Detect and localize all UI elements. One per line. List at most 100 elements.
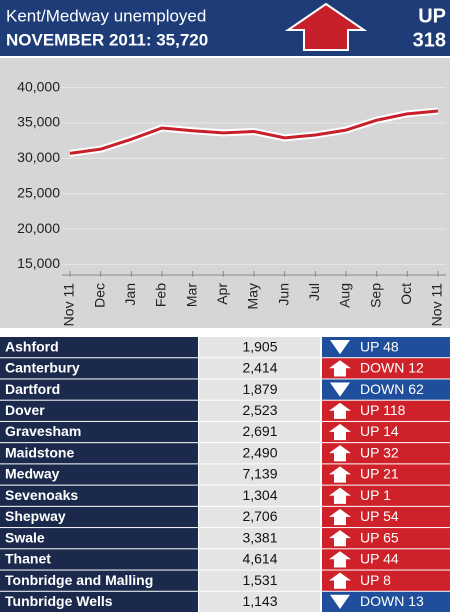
- header-direction: UP: [418, 5, 446, 27]
- y-tick-label: 40,000: [17, 78, 60, 94]
- arrow-down: [330, 382, 350, 397]
- x-tick-label: Jun: [275, 283, 291, 306]
- y-tick-label: 20,000: [17, 220, 60, 236]
- x-tick-label: Jan: [122, 283, 138, 306]
- count: 1,879: [242, 381, 277, 397]
- header-arrow: [284, 2, 368, 51]
- count: 2,523: [242, 402, 277, 418]
- count: 2,414: [242, 360, 277, 376]
- area-name: Shepway: [5, 508, 66, 524]
- change: DOWN 13: [360, 593, 424, 609]
- arrow-up: [329, 508, 351, 526]
- area-name: Dartford: [5, 381, 60, 397]
- change: UP 48: [360, 338, 399, 354]
- area-cell: [0, 485, 198, 506]
- area-cell: [0, 337, 198, 358]
- change: UP 21: [360, 466, 399, 482]
- count-cell: [199, 379, 320, 400]
- x-tick-label: Oct: [398, 283, 414, 305]
- x-tick-label: May: [245, 283, 261, 309]
- line: [69, 109, 439, 155]
- subtitle: NOVEMBER 2011: 35,720: [6, 30, 208, 49]
- area-name: Sevenoaks: [5, 487, 78, 503]
- x-tick-label: Mar: [183, 283, 199, 307]
- change-cell: [322, 358, 450, 379]
- area-name: Swale: [5, 529, 45, 545]
- arrow-up: [329, 530, 351, 547]
- change-cell: [322, 506, 450, 528]
- area-name: Canterbury: [5, 360, 80, 376]
- x-tick-label: Sep: [367, 283, 383, 308]
- count-cell: [199, 400, 320, 421]
- arrow-up: [329, 551, 351, 568]
- arrow-up: [329, 360, 351, 377]
- y-tick-label: 15,000: [17, 255, 60, 271]
- change: UP 1: [360, 487, 391, 503]
- change: UP 14: [360, 423, 399, 439]
- arrow-up: [329, 445, 351, 462]
- count: 2,490: [242, 444, 277, 460]
- change: UP 54: [360, 508, 399, 524]
- count-cell: [199, 570, 320, 591]
- x-tick-label: Apr: [214, 283, 230, 305]
- count-cell: [199, 485, 320, 506]
- change-cell: [322, 464, 450, 485]
- area-cell: [0, 379, 198, 400]
- change-cell: [322, 528, 450, 549]
- arrow-up: [329, 423, 351, 441]
- arrow-up: [329, 572, 351, 589]
- area-name: Tonbridge and Malling: [5, 572, 153, 588]
- area-cell: [0, 549, 198, 570]
- y-tick-label: 35,000: [17, 114, 60, 130]
- change: DOWN 12: [360, 360, 424, 376]
- change-cell: [322, 549, 450, 570]
- count-cell: [199, 506, 320, 528]
- area-cell: [0, 506, 198, 528]
- count-cell: [199, 591, 320, 612]
- change-cell: [322, 485, 450, 506]
- arrow-up: [329, 466, 351, 483]
- area-name: Tunbridge Wells: [5, 593, 113, 609]
- chart-background: [0, 58, 450, 328]
- change-cell: [322, 591, 450, 612]
- area-cell: [0, 570, 198, 591]
- count-cell: [199, 528, 320, 549]
- arrow-up: [329, 402, 351, 419]
- area-cell: [0, 591, 198, 612]
- change-cell: [322, 337, 450, 358]
- area-name: Gravesham: [5, 423, 81, 439]
- x-tick-label: Dec: [91, 283, 107, 308]
- count: 7,139: [242, 466, 277, 482]
- x-tick-label: Nov 11: [61, 283, 77, 327]
- area-cell: [0, 528, 198, 549]
- arrow-down: [330, 340, 350, 355]
- area-name: Dover: [5, 402, 45, 418]
- y-tick-label: 25,000: [17, 184, 60, 200]
- area-cell: [0, 421, 198, 443]
- area-name: Thanet: [5, 551, 51, 567]
- change-cell: [322, 379, 450, 400]
- arrow-up: [329, 487, 351, 504]
- count: 1,905: [242, 338, 277, 354]
- x-tick-label: Feb: [153, 283, 169, 307]
- arrow-down: [330, 594, 350, 609]
- change-cell: [322, 443, 450, 464]
- count-cell: [199, 443, 320, 464]
- change: DOWN 62: [360, 381, 424, 397]
- count: 2,691: [242, 423, 277, 439]
- change-cell: [322, 421, 450, 443]
- change-cell: [322, 400, 450, 421]
- title: Kent/Medway unemployed: [6, 6, 206, 25]
- count: 1,143: [242, 593, 277, 609]
- y-tick-label: 30,000: [17, 149, 60, 165]
- area-cell: [0, 358, 198, 379]
- count: 3,381: [242, 529, 277, 545]
- change: UP 44: [360, 551, 399, 567]
- count: 1,304: [242, 487, 277, 503]
- x-tick-label: Jul: [306, 283, 322, 301]
- count: 4,614: [242, 551, 277, 567]
- change: UP 32: [360, 444, 399, 460]
- count-cell: [199, 358, 320, 379]
- count-cell: [199, 421, 320, 443]
